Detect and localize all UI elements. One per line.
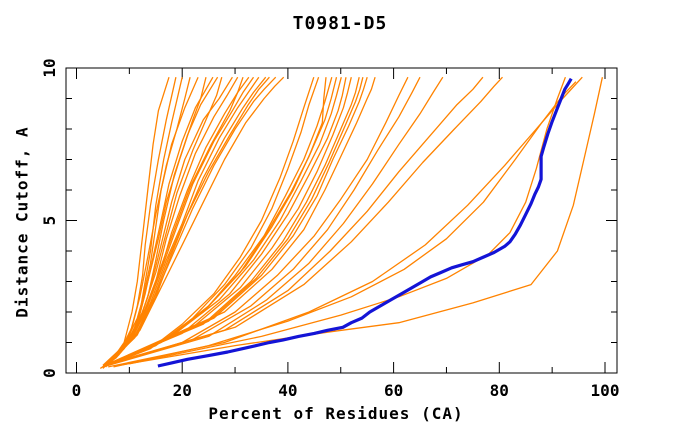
y-tick-label: 10 — [40, 58, 59, 77]
x-tick-label: 20 — [173, 381, 192, 400]
y-tick-label: 5 — [40, 216, 59, 226]
tick-labels: 0 20 40 60 80 100 0 5 10 — [40, 58, 619, 400]
model-curve — [118, 77, 604, 367]
model-curve — [102, 76, 315, 368]
x-tick-label: 60 — [384, 381, 403, 400]
model-curve — [107, 77, 352, 365]
model-curve — [105, 77, 360, 366]
model-curve — [105, 76, 421, 367]
chart-title: T0981-D5 — [292, 13, 388, 34]
model-curve — [129, 76, 567, 365]
model-curve — [107, 77, 223, 365]
y-tick-label: 0 — [40, 368, 59, 378]
model-curve — [105, 77, 191, 368]
model-curve — [102, 76, 255, 368]
model-curve — [102, 76, 244, 368]
model-curve — [105, 77, 364, 366]
model-curve — [102, 76, 239, 368]
model-curve — [102, 76, 409, 368]
model-curve — [107, 77, 376, 365]
model-curves — [99, 76, 604, 369]
model-curve — [105, 76, 214, 366]
tick-marks — [66, 67, 617, 374]
x-axis-label: Percent of Residues (CA) — [208, 404, 464, 423]
model-curve — [105, 77, 342, 366]
x-tick-label: 100 — [591, 381, 620, 400]
x-tick-label: 80 — [490, 381, 509, 400]
model-curve — [107, 77, 338, 365]
model-curve — [105, 76, 503, 367]
model-curve — [102, 76, 444, 368]
model-curve — [105, 76, 277, 366]
model-curve — [102, 76, 285, 368]
x-tick-label: 40 — [278, 381, 297, 400]
model-curve — [102, 77, 347, 368]
model-curve — [107, 76, 233, 365]
model-curve — [102, 77, 368, 368]
highlight-curve — [157, 77, 573, 368]
model-curve — [102, 77, 207, 366]
model-curve — [108, 76, 484, 365]
x-tick-label: 0 — [72, 381, 82, 400]
model-curve — [105, 76, 320, 367]
model-curve — [113, 81, 577, 368]
